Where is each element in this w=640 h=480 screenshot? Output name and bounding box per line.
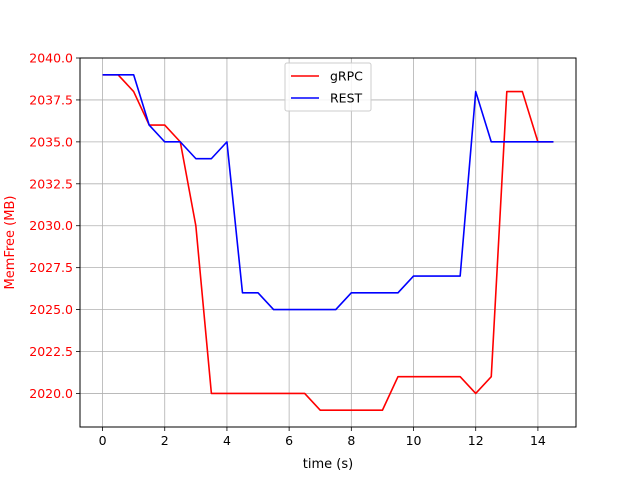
- x-tick-label: 4: [223, 433, 231, 448]
- y-tick-label: 2040.0: [29, 51, 73, 66]
- y-axis: 2020.0 2022.5 2025.0 2027.5 2030.0 2032.5 2035…: [29, 51, 80, 401]
- x-tick-label: 10: [406, 433, 422, 448]
- y-tick-label: 2032.5: [29, 176, 73, 191]
- series-line-rest: [102, 73, 554, 311]
- y-axis-label: MemFree (MB): [3, 196, 18, 290]
- plot-frame: [79, 57, 577, 428]
- x-tick-label: 12: [468, 433, 484, 448]
- x-axis: 0 2 4 6 8 10 12 14: [99, 427, 546, 448]
- y-tick-label: 2035.0: [29, 134, 73, 149]
- series-line-grpc: [102, 73, 554, 412]
- x-tick-label: 8: [347, 433, 355, 448]
- legend-label: gRPC: [330, 69, 363, 84]
- series-lines: [102, 73, 554, 412]
- y-tick-label: 2030.0: [29, 218, 73, 233]
- x-tick-label: 14: [530, 433, 546, 448]
- legend-label: REST: [330, 91, 363, 106]
- y-tick-label: 2037.5: [29, 92, 73, 107]
- grid-lines: [80, 57, 576, 427]
- legend-box: [284, 62, 372, 112]
- legend: gRPC REST: [284, 62, 372, 112]
- x-tick-label: 2: [161, 433, 169, 448]
- x-tick-label: 0: [99, 433, 107, 448]
- y-tick-label: 2022.5: [29, 344, 73, 359]
- x-tick-label: 6: [285, 433, 293, 448]
- y-tick-label: 2025.0: [29, 302, 73, 317]
- y-tick-label: 2027.5: [29, 260, 73, 275]
- y-tick-label: 2020.0: [29, 386, 73, 401]
- x-axis-label: time (s): [303, 457, 353, 472]
